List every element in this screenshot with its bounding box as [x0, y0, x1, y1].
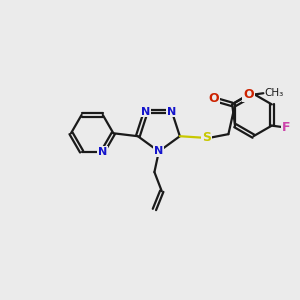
- Text: N: N: [154, 146, 164, 157]
- Text: N: N: [141, 106, 151, 116]
- Text: CH₃: CH₃: [265, 88, 284, 98]
- Text: O: O: [243, 88, 254, 101]
- Text: F: F: [282, 121, 291, 134]
- Text: S: S: [202, 131, 211, 144]
- Text: N: N: [167, 106, 176, 116]
- Text: O: O: [208, 92, 219, 105]
- Text: N: N: [98, 147, 107, 157]
